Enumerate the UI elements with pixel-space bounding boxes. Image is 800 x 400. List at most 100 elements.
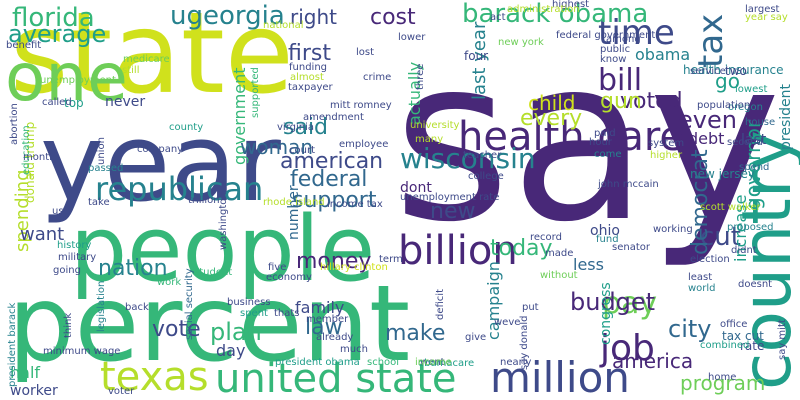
word-13: bill: [598, 63, 642, 98]
word-79: year say: [745, 12, 788, 23]
word-116: trillion: [188, 195, 220, 206]
word-7: health care: [458, 114, 684, 160]
word-180: much: [340, 344, 368, 355]
word-88: least: [688, 272, 712, 283]
word-178: new york: [498, 37, 544, 48]
word-6: country: [728, 130, 800, 390]
word-145: president obama: [275, 357, 360, 368]
word-181: say mitt: [777, 319, 788, 360]
word-74: four: [464, 49, 488, 63]
word-138: spent: [240, 308, 268, 319]
word-2: percent: [8, 263, 410, 385]
word-113: history: [57, 240, 91, 251]
word-19: ugeorgia: [170, 1, 285, 31]
word-71: donald trump: [23, 122, 37, 203]
word-114: military: [58, 252, 96, 263]
word-151: come: [594, 149, 622, 160]
word-41: government: [230, 67, 249, 165]
word-51: democrat: [688, 149, 713, 255]
word-60: family: [295, 298, 344, 317]
word-53: want: [20, 224, 64, 245]
word-109: month: [23, 152, 55, 163]
word-174: lower: [398, 32, 426, 43]
word-108: education: [21, 125, 32, 175]
word-52: spending: [12, 169, 33, 252]
word-84: last: [741, 132, 767, 148]
word-78: tax cut: [722, 329, 764, 343]
word-67: debt: [688, 129, 724, 148]
word-127: record: [530, 232, 562, 243]
word-14: time: [598, 13, 675, 53]
word-128: school: [367, 357, 399, 368]
word-8: million: [490, 353, 630, 400]
word-26: nation: [98, 256, 168, 281]
word-187: washington: [218, 192, 229, 250]
word-21: wisconsin: [400, 142, 536, 175]
word-189: scott walker: [700, 202, 762, 213]
word-169: income tax: [327, 199, 383, 210]
word-112: use: [52, 206, 70, 217]
word-61: campaign: [484, 261, 503, 340]
word-9: united state: [215, 356, 457, 400]
word-68: president: [778, 83, 794, 150]
word-96: funding: [289, 62, 327, 73]
word-64: number: [286, 185, 302, 240]
word-156: term: [379, 254, 403, 265]
word-17: tax: [691, 14, 731, 68]
word-154: college: [468, 171, 504, 182]
word-135: home: [708, 372, 736, 383]
word-100: mitt romney: [330, 100, 392, 111]
word-32: vote: [152, 317, 201, 342]
word-75: never: [105, 94, 145, 110]
word-175: crime: [363, 72, 391, 83]
word-144: president barack: [7, 302, 18, 387]
word-150: paid: [594, 128, 616, 139]
word-148: deficit: [435, 289, 446, 320]
word-59: day: [216, 341, 245, 360]
word-177: court: [289, 145, 315, 156]
word-18: florida: [12, 3, 95, 33]
word-140: member: [306, 314, 349, 325]
word-83: house: [745, 117, 775, 128]
word-34: america: [612, 349, 693, 373]
word-159: public: [600, 44, 630, 55]
word-124: fund: [596, 234, 619, 245]
word-73: health insurance: [683, 63, 783, 77]
word-183: voter: [108, 386, 135, 397]
word-45: voted: [620, 89, 683, 114]
word-63: dont: [400, 180, 432, 196]
word-134: put: [522, 302, 539, 313]
word-25: right: [290, 5, 337, 29]
word-57: half: [10, 363, 40, 382]
word-106: union: [96, 137, 107, 165]
word-85: proposed: [727, 222, 774, 233]
word-120: economy: [266, 272, 312, 283]
word-179: already: [316, 332, 353, 343]
word-167: many: [415, 134, 443, 145]
word-182: office: [720, 319, 747, 330]
word-121: work: [157, 277, 181, 288]
word-161: among: [606, 34, 641, 45]
word-171: population: [697, 100, 750, 111]
word-139: thats: [274, 308, 300, 319]
word-133: weve: [494, 317, 520, 328]
word-46: cut: [700, 222, 741, 252]
word-72: new jersey: [690, 167, 755, 181]
word-117: rhode island: [263, 197, 325, 208]
word-39: every: [520, 106, 582, 131]
word-29: budget: [570, 288, 655, 316]
word-172: second: [727, 137, 763, 148]
word-173: working: [653, 224, 693, 235]
word-162: highest: [552, 0, 589, 10]
word-101: amendment: [303, 112, 364, 123]
word-166: three: [415, 64, 426, 90]
word-76: top: [64, 96, 84, 110]
word-62: congress: [598, 282, 614, 345]
word-153: system: [648, 138, 684, 149]
word-31: law: [305, 315, 343, 340]
word-24: cost: [370, 5, 416, 30]
word-160: know: [600, 54, 626, 65]
word-23: american: [280, 149, 383, 174]
word-95: unemployment: [40, 75, 116, 86]
word-86: spend: [739, 162, 769, 173]
